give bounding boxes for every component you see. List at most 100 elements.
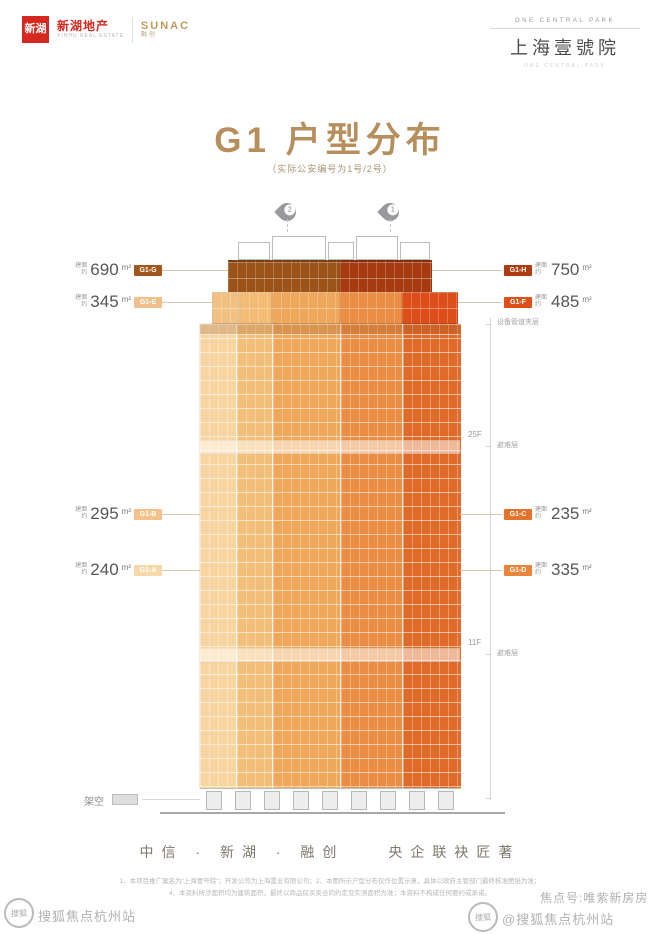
area-unit: m² xyxy=(582,507,592,516)
stilt-label: 架空 xyxy=(84,797,104,808)
callout-line xyxy=(432,270,502,271)
area-value: 750 xyxy=(551,260,580,279)
callout-line xyxy=(458,302,502,303)
page-subtitle: （实际公安编号为1号/2号） xyxy=(267,164,393,174)
refuge-lower-label: 避难层 xyxy=(497,650,518,657)
unit-tag-g1e: G1-E xyxy=(134,296,162,308)
project-name-block: ONE CENTRAL PARK 上海壹號院 ONE CENTRAL PARK xyxy=(490,18,640,69)
area-prefix: 建面约 xyxy=(535,506,548,520)
stilt-swatch xyxy=(112,794,138,805)
brand2-block: SUNAC 融创 xyxy=(141,20,190,40)
project-name-sub: ONE CENTRAL PARK xyxy=(523,63,606,69)
callout-line xyxy=(162,270,228,271)
unit-tag-g1f: G1-F xyxy=(504,296,532,308)
stilt-column xyxy=(380,791,396,810)
area-unit: m² xyxy=(121,295,131,304)
unit-tag-g1b: G1-B xyxy=(134,508,162,520)
area-prefix: 建面约 xyxy=(75,262,88,276)
watermark-text-left: 搜狐焦点杭州站 xyxy=(38,909,137,924)
watermark-account: 焦点号:唯紫新房房 xyxy=(540,891,649,905)
area-prefix: 建面约 xyxy=(535,294,548,308)
area-unit: m² xyxy=(582,263,592,272)
stilt-column xyxy=(322,791,338,810)
unit-tag-g1d: G1-D xyxy=(504,564,532,576)
area-value: 345 xyxy=(90,292,119,311)
callout-line xyxy=(162,570,200,571)
disclaimer-line: 4、本资料所涉面积均为建筑面积，最终以商品房买卖合同约定及实测面积为准；本资料不… xyxy=(168,890,492,898)
unit-tag-g1h: G1-H xyxy=(504,264,532,276)
watermark-stamp-left: 搜狐 xyxy=(4,898,34,928)
tower-strip-middle xyxy=(272,324,341,788)
roof-equipment-box xyxy=(400,242,430,260)
unit-tag-g1a: G1-A xyxy=(134,564,162,576)
pin-stem xyxy=(390,219,391,232)
stilt-column xyxy=(206,791,222,810)
brand-name: 新湖地产 xyxy=(57,18,110,33)
area-prefix: 建面约 xyxy=(535,562,548,576)
ref-tick xyxy=(486,446,491,447)
area-label-g1g: 建面约 690 m² G1-G xyxy=(36,260,162,279)
unit-g1f-block xyxy=(402,292,458,324)
area-unit: m² xyxy=(121,263,131,272)
area-label-g1c: G1-C 建面约 235 m² xyxy=(504,504,644,523)
unit-g1g-block xyxy=(228,260,340,294)
unit-tag-g1c: G1-C xyxy=(504,508,532,520)
roof-equipment-box xyxy=(238,242,270,260)
disclaimer-block: 1、本项目推广案名为“上海壹号院”；开发公司为上海置业有限公司；2、本图所示户型… xyxy=(30,876,630,901)
stilt-column xyxy=(264,791,280,810)
callout-line xyxy=(460,514,502,515)
area-value: 690 xyxy=(90,260,119,279)
pin-number: 2 xyxy=(283,203,295,215)
area-prefix: 建面约 xyxy=(535,262,548,276)
refuge-floor-band-lower xyxy=(200,648,460,662)
area-unit: m² xyxy=(121,507,131,516)
area-prefix: 建面约 xyxy=(75,294,88,308)
area-unit: m² xyxy=(582,295,592,304)
stilt-column xyxy=(235,791,251,810)
brand-name-block: 新湖地产 XINHU REAL ESTATE xyxy=(57,18,124,40)
area-unit: m² xyxy=(121,563,131,572)
unit-g1h-block xyxy=(340,260,432,294)
map-pin-2: 2 xyxy=(274,198,300,225)
unit-g1e-block xyxy=(212,292,240,324)
brand-divider xyxy=(131,16,133,43)
tower-elevation xyxy=(200,324,461,788)
project-divider xyxy=(490,28,640,29)
callout-line xyxy=(162,302,212,303)
area-label-g1f: G1-F 建面约 485 m² xyxy=(504,292,644,311)
ref-tick xyxy=(486,654,491,655)
area-unit: m² xyxy=(582,563,592,572)
tower-strip-g1c xyxy=(340,324,403,788)
stilt-column xyxy=(351,791,367,810)
tower-strip-g1b xyxy=(236,324,273,788)
stilt-floor xyxy=(200,788,460,812)
area-label-g1d: G1-D 建面约 335 m² xyxy=(504,560,644,579)
stilt-column xyxy=(409,791,425,810)
brand2-name: SUNAC xyxy=(140,19,191,32)
pin-stem xyxy=(287,219,288,232)
area-prefix: 建面约 xyxy=(75,562,88,576)
area-value: 485 xyxy=(551,292,580,311)
brand2-name-sub: 融创 xyxy=(140,32,157,39)
band-b-segment xyxy=(340,292,402,324)
roof-equipment-box xyxy=(356,236,398,260)
pin-number: 1 xyxy=(386,203,398,215)
callout-line xyxy=(142,799,200,800)
project-name-cn: 上海壹號院 xyxy=(510,38,620,58)
area-prefix: 建面约 xyxy=(75,506,88,520)
watermark-stamp-right: 搜狐 xyxy=(468,902,498,932)
watermark-text-right: @搜狐焦点杭州站 xyxy=(502,912,615,927)
roof-equipment-box xyxy=(328,242,354,260)
unit-tag-g1g: G1-G xyxy=(134,264,162,276)
area-value: 335 xyxy=(551,560,580,579)
roof-equipment-box xyxy=(272,236,326,260)
ground-line xyxy=(160,812,505,814)
floor-25f-label: 25F xyxy=(468,430,482,439)
tower-strip-g1a xyxy=(200,324,236,788)
brand-logo-icon: 新湖 xyxy=(22,16,49,43)
header-brand: 新湖 新湖地产 XINHU REAL ESTATE SUNAC 融创 xyxy=(22,16,190,43)
refuge-floor-band-upper xyxy=(200,440,460,454)
stilt-column xyxy=(293,791,309,810)
area-label-g1a: 建面约 240 m² G1-A xyxy=(36,560,162,579)
